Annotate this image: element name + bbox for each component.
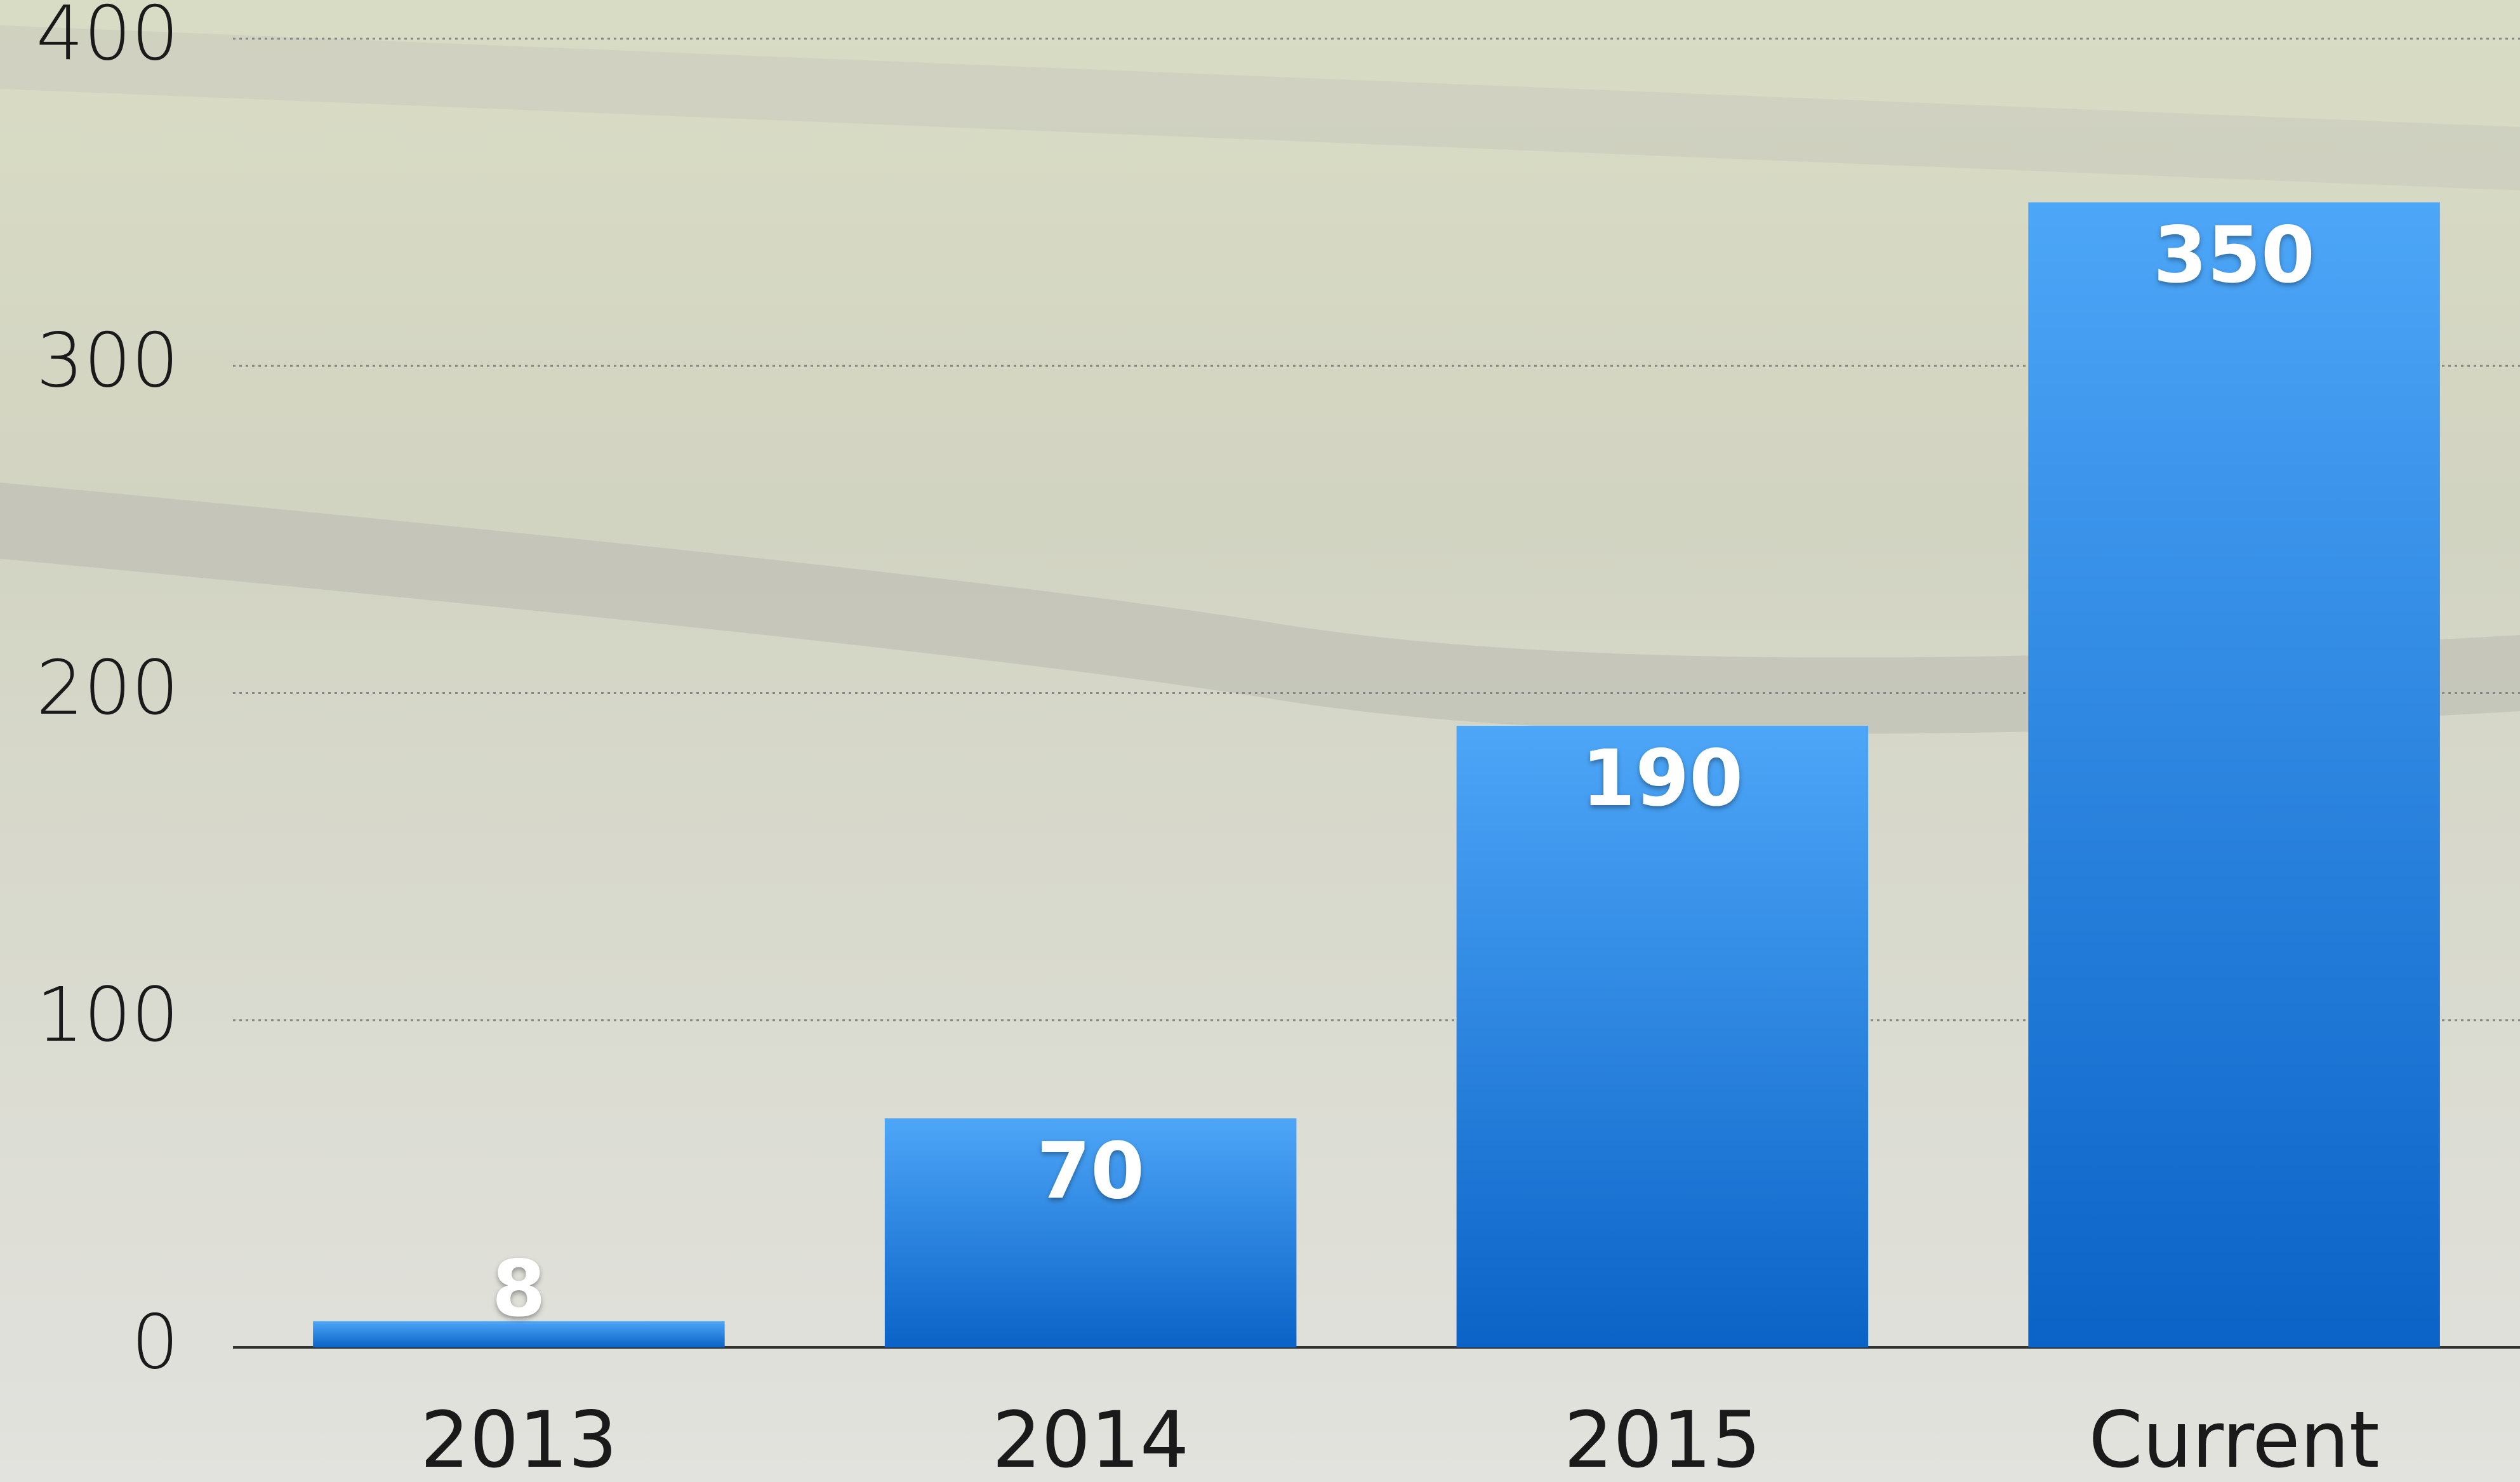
x-tick-label: 2013	[420, 1395, 617, 1482]
bar	[313, 1321, 725, 1347]
value-label: 350	[2153, 210, 2315, 300]
value-label: 70	[1037, 1126, 1144, 1217]
background-decor	[0, 25, 2520, 190]
x-tick-label: Current	[2089, 1395, 2380, 1482]
bar	[884, 1118, 1297, 1347]
y-tick-label: 400	[36, 0, 179, 77]
x-tick-label: 2014	[992, 1395, 1189, 1482]
bar	[2028, 202, 2440, 1347]
value-label: 190	[1582, 733, 1744, 824]
y-tick-label: 300	[36, 317, 179, 404]
y-tick-label: 100	[36, 971, 179, 1058]
background-decor	[0, 483, 2520, 734]
x-tick-label: 2015	[1564, 1395, 1761, 1482]
bar	[1456, 726, 1869, 1347]
y-tick-label: 0	[131, 1298, 179, 1385]
value-label: 8	[492, 1244, 546, 1334]
y-tick-label: 200	[36, 644, 179, 731]
